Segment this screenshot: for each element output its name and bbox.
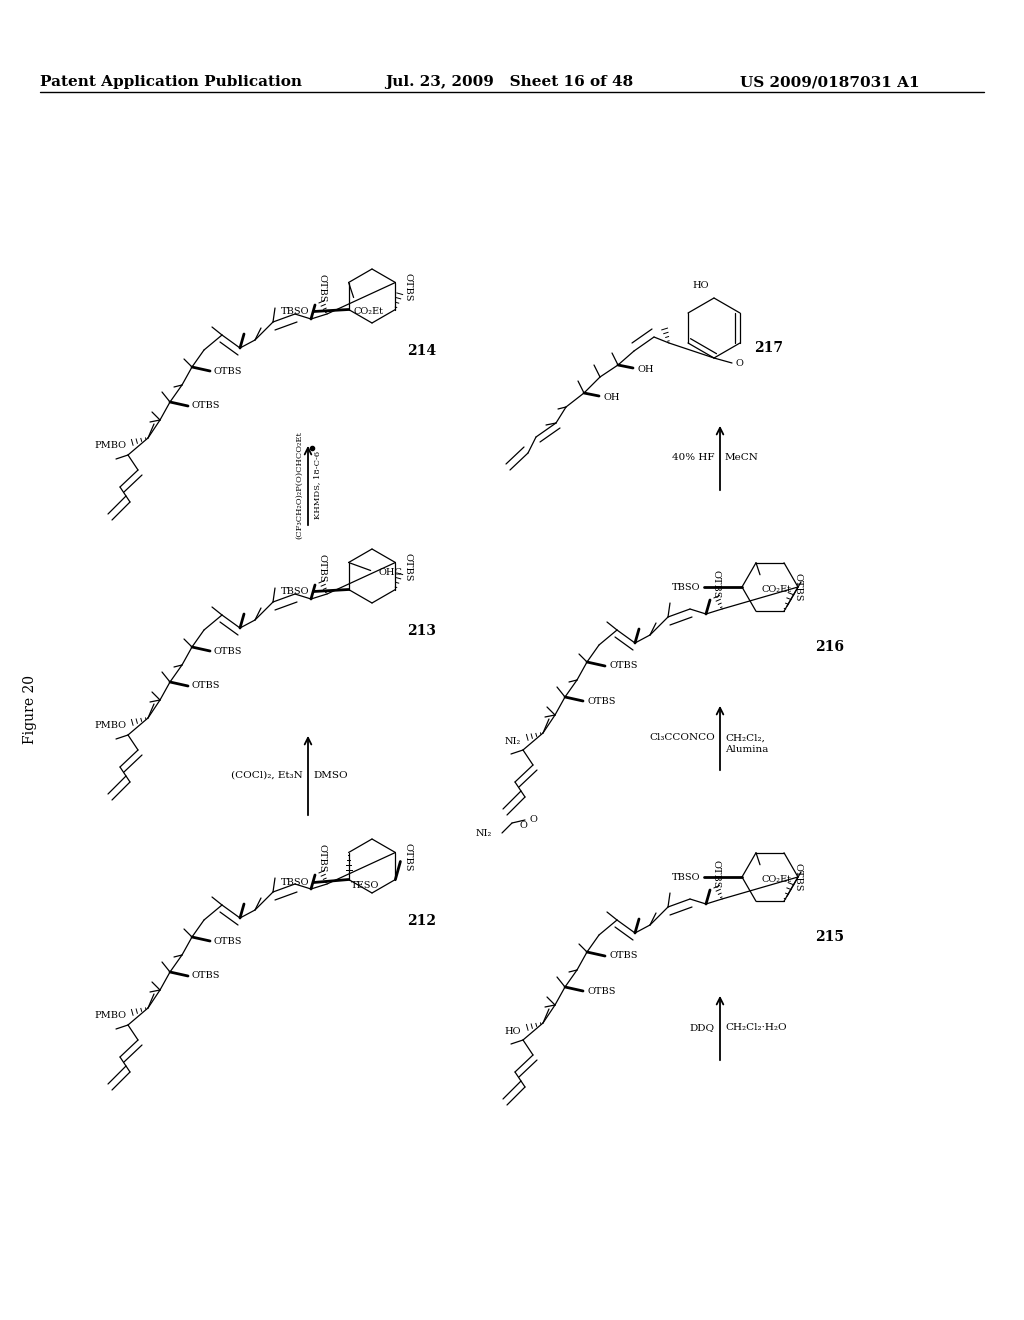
Text: OTBS: OTBS bbox=[317, 554, 326, 583]
Text: KHMDS, 18-C-6: KHMDS, 18-C-6 bbox=[313, 451, 321, 519]
Text: 215: 215 bbox=[815, 931, 845, 944]
Text: CO₂Et: CO₂Et bbox=[761, 875, 791, 884]
Text: HO: HO bbox=[505, 1027, 521, 1035]
Text: OTBS: OTBS bbox=[609, 661, 638, 671]
Text: O: O bbox=[736, 359, 743, 367]
Text: TBSO: TBSO bbox=[672, 582, 700, 591]
Text: DDQ: DDQ bbox=[690, 1023, 715, 1032]
Text: 216: 216 bbox=[815, 640, 845, 653]
Text: MeCN: MeCN bbox=[725, 454, 759, 462]
Text: 217: 217 bbox=[755, 341, 783, 355]
Text: OTBS: OTBS bbox=[794, 863, 803, 891]
Text: OTBS: OTBS bbox=[403, 273, 413, 302]
Text: 213: 213 bbox=[408, 624, 436, 638]
Text: Jul. 23, 2009   Sheet 16 of 48: Jul. 23, 2009 Sheet 16 of 48 bbox=[385, 75, 633, 88]
Text: Alumina: Alumina bbox=[725, 746, 768, 755]
Text: O: O bbox=[519, 821, 527, 829]
Text: OH: OH bbox=[638, 366, 654, 375]
Text: OTBS: OTBS bbox=[317, 275, 326, 304]
Text: TESO: TESO bbox=[350, 880, 379, 890]
Text: TBSO: TBSO bbox=[282, 878, 309, 887]
Text: OTBS: OTBS bbox=[193, 972, 220, 981]
Text: NI₂: NI₂ bbox=[476, 829, 492, 837]
Text: Figure 20: Figure 20 bbox=[23, 676, 37, 744]
Text: OTBS: OTBS bbox=[587, 986, 615, 995]
Text: CO₂Et: CO₂Et bbox=[761, 585, 791, 594]
Text: 212: 212 bbox=[408, 913, 436, 928]
Text: PMBO: PMBO bbox=[94, 1011, 126, 1020]
Text: OTBS: OTBS bbox=[403, 553, 413, 582]
Text: OTBS: OTBS bbox=[214, 936, 243, 945]
Text: CO₂Et: CO₂Et bbox=[353, 308, 384, 317]
Text: DMSO: DMSO bbox=[313, 771, 347, 780]
Text: OTBS: OTBS bbox=[794, 573, 803, 602]
Text: HO: HO bbox=[692, 281, 709, 290]
Text: OTBS: OTBS bbox=[712, 859, 721, 888]
Text: OTBS: OTBS bbox=[609, 952, 638, 961]
Text: OTBS: OTBS bbox=[193, 681, 220, 690]
Text: 214: 214 bbox=[408, 345, 436, 358]
Text: OTBS: OTBS bbox=[214, 647, 243, 656]
Text: O: O bbox=[529, 816, 537, 825]
Text: OTBS: OTBS bbox=[317, 845, 326, 873]
Text: OH: OH bbox=[604, 393, 621, 403]
Text: OTBS: OTBS bbox=[403, 843, 413, 871]
Text: OTBS: OTBS bbox=[193, 401, 220, 411]
Text: TBSO: TBSO bbox=[672, 873, 700, 882]
Text: OTBS: OTBS bbox=[712, 569, 721, 598]
Text: TBSO: TBSO bbox=[282, 587, 309, 597]
Text: US 2009/0187031 A1: US 2009/0187031 A1 bbox=[740, 75, 920, 88]
Text: PMBO: PMBO bbox=[94, 441, 126, 450]
Text: PMBO: PMBO bbox=[94, 722, 126, 730]
Text: CH₂Cl₂·H₂O: CH₂Cl₂·H₂O bbox=[725, 1023, 786, 1032]
Text: Cl₃CCONCO: Cl₃CCONCO bbox=[649, 734, 715, 742]
Text: (COCl)₂, Et₃N: (COCl)₂, Et₃N bbox=[231, 771, 303, 780]
Text: NI₂: NI₂ bbox=[505, 737, 521, 746]
Text: OHC: OHC bbox=[379, 568, 402, 577]
Text: Patent Application Publication: Patent Application Publication bbox=[40, 75, 302, 88]
Text: CH₂Cl₂,: CH₂Cl₂, bbox=[725, 734, 765, 742]
Text: OTBS: OTBS bbox=[214, 367, 243, 375]
Text: (CF₃CH₂O)₂P(O)CHCO₂Et: (CF₃CH₂O)₂P(O)CHCO₂Et bbox=[295, 432, 303, 539]
Text: TBSO: TBSO bbox=[282, 308, 309, 315]
Text: OTBS: OTBS bbox=[587, 697, 615, 705]
Text: 40% HF: 40% HF bbox=[673, 454, 715, 462]
